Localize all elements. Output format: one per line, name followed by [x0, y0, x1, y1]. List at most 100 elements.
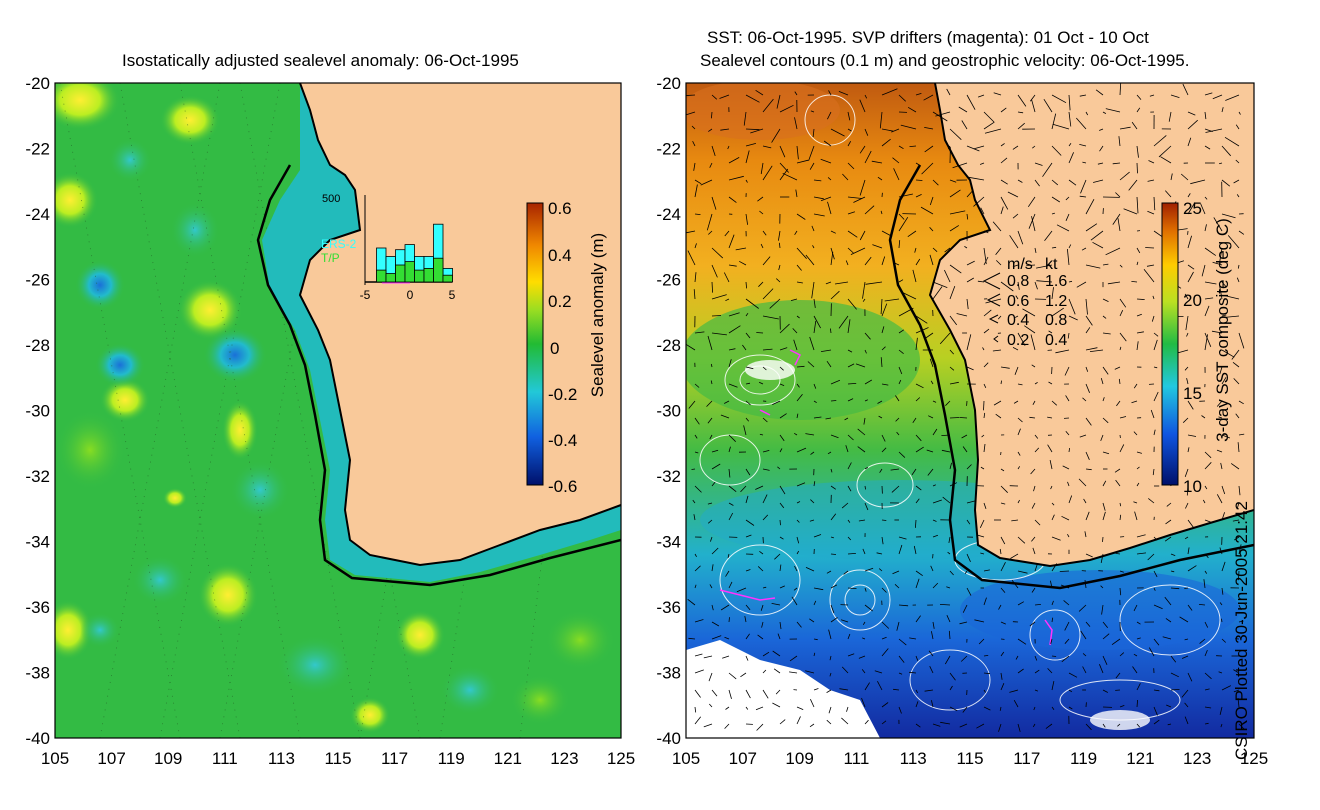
velocity-arrow — [847, 519, 851, 523]
velocity-arrow — [805, 670, 815, 674]
velocity-arrow — [1185, 502, 1189, 509]
velocity-arrow — [755, 706, 764, 711]
velocity-arrow — [1150, 409, 1155, 419]
velocity-arrow — [1000, 672, 1003, 680]
velocity-arrow — [1085, 315, 1093, 326]
velocity-arrow — [966, 587, 972, 596]
velocity-arrow — [845, 260, 849, 266]
velocity-arrow — [1187, 137, 1192, 147]
velocity-arrow — [779, 502, 785, 509]
velocity-arrow — [881, 230, 893, 237]
velocity-arrow — [820, 349, 832, 352]
velocity-arrow — [857, 446, 866, 453]
velocity-arrow — [1165, 519, 1172, 525]
velocity-arrow — [809, 336, 815, 351]
velocity-arrow — [898, 706, 902, 714]
inset-bar-tp — [423, 267, 434, 283]
velocity-arrow — [983, 256, 989, 266]
velocity-arrow — [915, 723, 921, 728]
velocity-arrow — [929, 196, 934, 206]
velocity-arrow — [1119, 705, 1125, 708]
latitude-label: -24 — [656, 205, 681, 224]
velocity-arrow — [1059, 570, 1070, 572]
velocity-arrow — [864, 682, 870, 691]
velocity-arrow — [983, 230, 989, 234]
velocity-arrow — [940, 721, 951, 725]
velocity-arrow — [898, 672, 903, 675]
velocity-arrow — [961, 434, 968, 439]
velocity-arrow — [1082, 653, 1087, 657]
velocity-arrow — [983, 328, 990, 334]
velocity-arrow — [1133, 604, 1138, 612]
velocity-arrow — [709, 434, 713, 440]
velocity-arrow — [864, 567, 874, 572]
velocity-arrow — [1068, 143, 1072, 147]
velocity-arrow — [762, 586, 767, 589]
latitude-label: -22 — [25, 140, 50, 159]
velocity-arrow — [1009, 235, 1019, 249]
velocity-arrow — [1007, 191, 1019, 198]
velocity-arrow — [711, 111, 713, 119]
velocity-arrow — [1051, 681, 1055, 691]
velocity-arrow — [949, 366, 955, 371]
velocity-arrow — [853, 196, 866, 203]
velocity-arrow — [1238, 604, 1242, 611]
velocity-arrow — [711, 315, 722, 317]
velocity-arrow — [1013, 700, 1019, 708]
velocity-arrow — [1085, 621, 1091, 627]
velocity-arrow — [1187, 447, 1190, 453]
velocity-arrow — [983, 412, 986, 419]
velocity-arrow — [725, 706, 730, 710]
latitude-label: -20 — [25, 74, 50, 93]
velocity-arrow — [948, 630, 951, 640]
velocity-arrow — [1204, 570, 1208, 574]
velocity-arrow — [1011, 579, 1019, 589]
velocity-arrow — [796, 159, 809, 164]
velocity-arrow — [878, 415, 883, 419]
plot-credit: CSIRO Plotted 30-Jun-2005 21:42 — [1232, 501, 1251, 760]
velocity-arrow — [949, 315, 958, 326]
isobath-contour — [256, 164, 621, 587]
velocity-arrow — [1187, 400, 1194, 410]
velocity-legend-kt: 1.2 — [1045, 293, 1067, 310]
velocity-arrow — [847, 111, 851, 121]
velocity-arrow — [907, 106, 917, 113]
velocity-arrow — [1051, 196, 1061, 203]
velocity-arrow — [1056, 224, 1070, 232]
velocity-arrow — [740, 672, 747, 678]
velocity-arrow — [813, 481, 816, 487]
velocity-arrow — [1034, 669, 1040, 674]
velocity-arrow — [1034, 247, 1037, 253]
velocity-arrow — [973, 196, 985, 207]
velocity-arrow — [1085, 199, 1095, 215]
velocity-arrow — [1237, 264, 1240, 269]
velocity-arrow — [1153, 391, 1159, 402]
velocity-arrow — [1067, 332, 1070, 339]
velocity-arrow — [728, 234, 735, 249]
sst-colorbar-tick: 10 — [1183, 477, 1202, 496]
velocity-arrow — [931, 700, 934, 708]
velocity-arrow — [909, 145, 917, 147]
inset-bar-tp — [442, 274, 453, 283]
velocity-arrow — [1102, 536, 1104, 542]
velocity-arrow — [776, 94, 781, 109]
velocity-arrow — [1028, 213, 1036, 229]
velocity-arrow — [946, 615, 951, 623]
velocity-arrow — [830, 434, 839, 439]
velocity-arrow — [708, 672, 713, 682]
velocity-arrow — [1221, 685, 1231, 691]
velocity-arrow — [1024, 325, 1036, 334]
velocity-arrow — [743, 111, 747, 126]
velocity-arrow — [707, 519, 713, 524]
velocity-arrow — [890, 468, 900, 471]
velocity-arrow — [774, 553, 781, 560]
velocity-arrow — [1123, 208, 1138, 215]
velocity-arrow — [1027, 196, 1036, 208]
velocity-arrow — [1045, 723, 1053, 729]
velocity-arrow — [1184, 293, 1189, 300]
velocity-arrow — [1219, 602, 1223, 606]
velocity-arrow — [1105, 108, 1121, 113]
velocity-arrow — [1017, 570, 1028, 574]
velocity-arrow — [1220, 462, 1223, 470]
